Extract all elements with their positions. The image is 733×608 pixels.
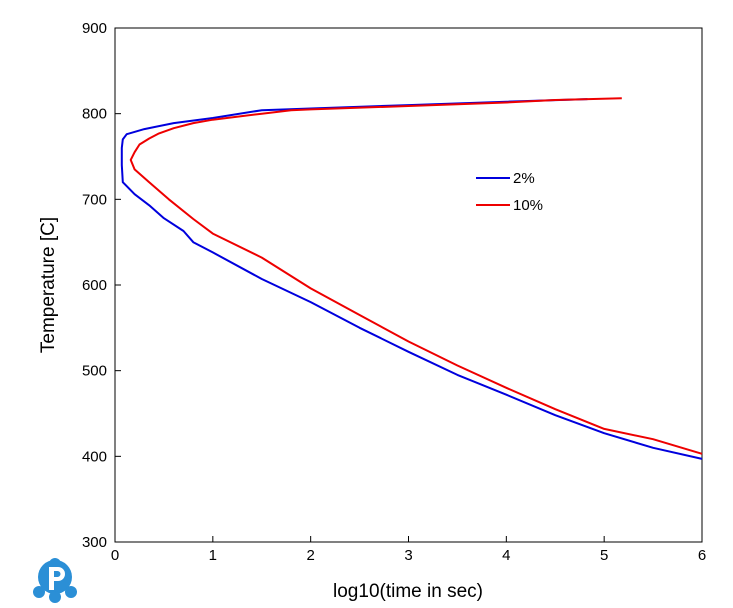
- y-tick-label: 300: [82, 534, 107, 551]
- y-tick-label: 400: [82, 448, 107, 465]
- series-layer: [120, 97, 703, 460]
- y-tick-label: 900: [82, 20, 107, 37]
- y-tick-label: 800: [82, 106, 107, 123]
- legend: 2% 10%: [476, 170, 543, 214]
- y-tick-label: 600: [82, 277, 107, 294]
- legend-label: 10%: [513, 197, 543, 214]
- x-tick-label: 1: [209, 547, 217, 564]
- series-line-2pct: [120, 98, 703, 460]
- x-tick-label: 5: [600, 547, 608, 564]
- y-axis-title: Temperature [C]: [38, 217, 59, 353]
- x-tick-label: 0: [111, 547, 119, 564]
- x-tick-label: 3: [404, 547, 412, 564]
- series-line-10pct: [129, 97, 703, 455]
- legend-label: 2%: [513, 170, 535, 187]
- x-axis-title: log10(time in sec): [333, 581, 483, 602]
- y-tick-label: 500: [82, 363, 107, 380]
- x-tick-label: 6: [698, 547, 706, 564]
- axis-ticks: 0 1 2 3 4 5 6 300 400 500 600 700 800 900: [82, 20, 706, 564]
- x-tick-label: 4: [502, 547, 510, 564]
- y-tick-label: 700: [82, 191, 107, 208]
- x-tick-label: 2: [306, 547, 314, 564]
- p-logo-icon: [33, 558, 77, 603]
